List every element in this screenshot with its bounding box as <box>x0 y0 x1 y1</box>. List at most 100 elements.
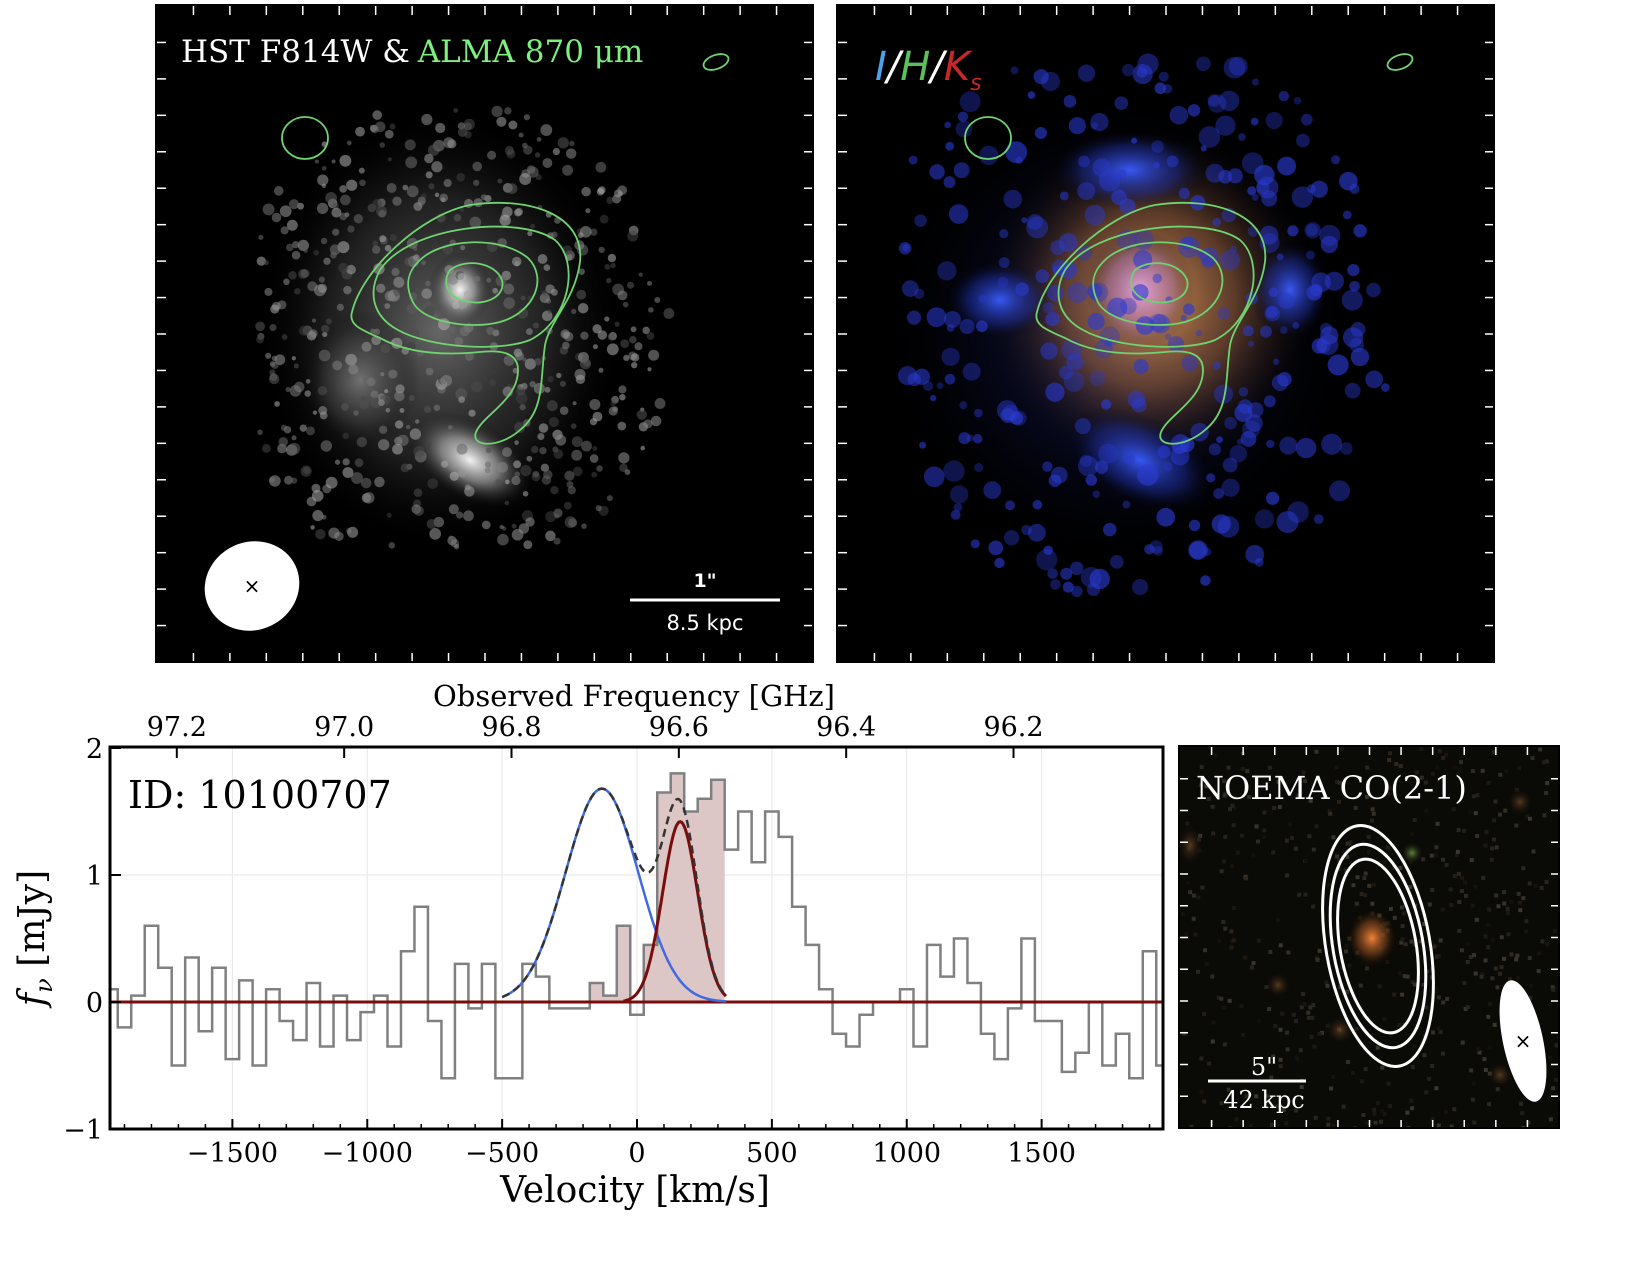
noema-frame <box>1178 745 1560 1129</box>
hst-speckle <box>423 405 432 413</box>
rgb-blue-speckle <box>1005 141 1028 164</box>
noema-speckle <box>1433 853 1438 858</box>
noema-speckle <box>1221 779 1226 784</box>
noema-speckle <box>1529 983 1534 988</box>
noema-speckle <box>1284 1121 1289 1126</box>
rgb-blue-speckle <box>1107 297 1128 318</box>
hst-speckle <box>596 465 603 472</box>
hst-speckle <box>342 458 350 466</box>
hst-speckle <box>300 268 310 278</box>
noema-speckle <box>1515 953 1520 958</box>
rgb-blue-speckle <box>1277 156 1297 176</box>
rgb-blue-speckle <box>1272 358 1280 365</box>
hst-speckle <box>372 245 381 254</box>
rgb-blue-speckle <box>1132 578 1149 596</box>
noema-speckle <box>1538 747 1543 752</box>
rgb-blue-speckle <box>1215 115 1236 136</box>
rgb-blue-speckle <box>1050 579 1061 590</box>
hst-speckle <box>448 326 456 334</box>
rgb-blue-speckle <box>1266 491 1280 505</box>
noema-speckle <box>1226 1087 1231 1092</box>
hst-speckle <box>591 471 598 478</box>
hst-speckle <box>309 329 318 338</box>
hst-speckle <box>384 389 389 394</box>
rgb-blue-speckle <box>999 228 1009 239</box>
noema-speckle <box>1382 860 1387 865</box>
noema-speckle <box>1367 883 1372 888</box>
rgb-blue-speckle <box>1163 462 1173 472</box>
noema-speckle <box>1210 804 1215 809</box>
noema-speckle <box>1324 980 1329 985</box>
hst-speckle <box>424 153 434 164</box>
noema-speckle <box>1239 1004 1244 1009</box>
hst-speckle <box>572 401 577 406</box>
hst-speckle <box>470 381 483 393</box>
rgb-blue-speckle <box>1035 269 1050 283</box>
noema-speckle <box>1483 843 1488 848</box>
noema-speckle <box>1365 1121 1370 1126</box>
hst-speckle <box>618 385 627 394</box>
hst-speckle <box>512 367 519 374</box>
noema-speckle <box>1370 807 1375 812</box>
rgb-blue-speckle <box>1245 414 1263 432</box>
rgb-blue-speckle <box>936 382 944 390</box>
rgb-blue-speckle <box>1259 233 1280 254</box>
noema-speckle <box>1454 853 1459 858</box>
hst-speckle <box>522 490 529 497</box>
noema-speckle <box>1229 929 1234 934</box>
noema-speckle <box>1217 938 1222 943</box>
spectrum-ticks: −1500 −1000 −500 0 500 1000 1500 −1 0 1 2 97.2 97.0 9… <box>63 712 1151 1169</box>
noema-speckle <box>1386 791 1391 796</box>
rgb-blue-speckle <box>1090 112 1109 132</box>
noema-speckle <box>1419 747 1424 752</box>
alma-contour-level-4 <box>445 262 504 304</box>
hst-speckle <box>432 144 440 151</box>
noema-speckle <box>1410 832 1415 837</box>
hst-speckle <box>472 161 483 172</box>
hst-speckle <box>622 301 629 308</box>
noema-speckle <box>1338 985 1343 990</box>
noema-speckle <box>1514 957 1519 962</box>
rgb-blue-speckle <box>1167 336 1185 353</box>
hst-speckle <box>440 374 452 387</box>
noema-scalebar-angular: 5" <box>1251 1053 1277 1081</box>
rgb-blue-speckle <box>1216 436 1224 444</box>
hst-speckle <box>356 436 368 448</box>
noema-speckle <box>1301 992 1306 997</box>
hst-speckle <box>565 148 577 159</box>
hst-speckle <box>318 349 331 362</box>
rgb-blue-speckle <box>1045 382 1065 402</box>
noema-speckle <box>1291 1012 1296 1017</box>
rgb-blue-speckle <box>994 557 1005 569</box>
noema-speckle <box>1202 1012 1207 1017</box>
rgb-blue-speckle <box>976 320 988 333</box>
noema-speckle <box>1434 986 1439 991</box>
hst-speckle <box>444 264 454 275</box>
hst-speckle <box>589 398 601 410</box>
rgb-blue-speckle <box>1000 408 1016 424</box>
hst-speckle <box>547 309 552 314</box>
noema-speckle <box>1302 1002 1307 1007</box>
hst-speckle <box>453 544 460 550</box>
rgb-label-sep-2: / <box>927 44 948 90</box>
rgb-blue-speckle <box>1156 507 1176 527</box>
noema-speckle <box>1185 881 1190 886</box>
noema-speckle <box>1396 878 1401 883</box>
gaussian-fit-total <box>501 787 727 999</box>
hst-speckle <box>607 253 617 263</box>
noema-speckle <box>1436 1026 1441 1031</box>
noema-speckle <box>1424 808 1429 813</box>
noema-speckle <box>1462 828 1467 833</box>
noema-speckle <box>1297 892 1302 897</box>
hst-speckle <box>579 226 592 238</box>
noema-speckle <box>1325 983 1330 988</box>
rgb-blue-speckle <box>1287 225 1299 237</box>
noema-speckle <box>1424 1090 1429 1095</box>
noema-speckle <box>1244 876 1249 881</box>
noema-speckle <box>1388 906 1393 911</box>
rgb-blue-speckle <box>1059 365 1073 380</box>
hst-speckle <box>339 212 347 221</box>
rgb-blue-speckle <box>1321 433 1343 455</box>
hst-speckle <box>256 256 266 266</box>
rgb-blue-speckle <box>1077 64 1096 82</box>
